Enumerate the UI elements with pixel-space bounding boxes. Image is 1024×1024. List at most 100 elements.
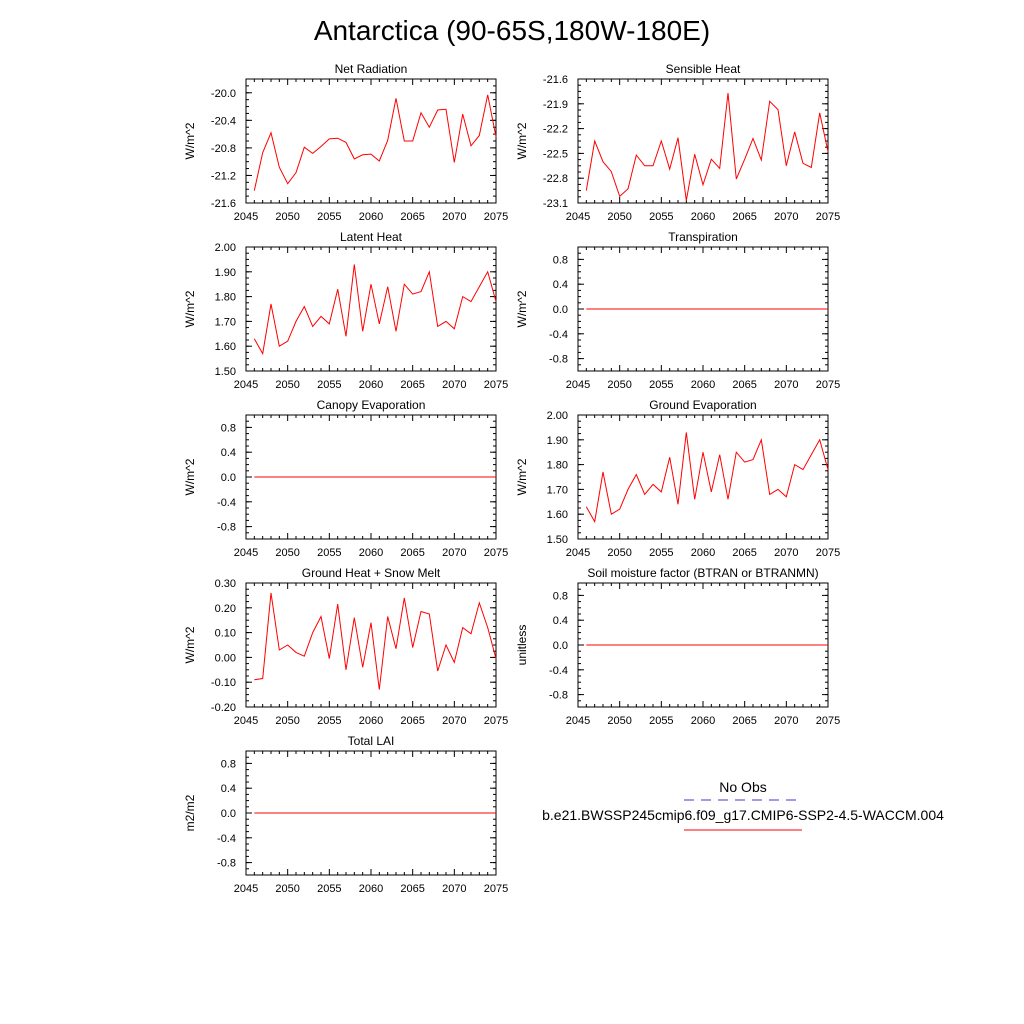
x-tick-label: 2065 — [400, 379, 424, 391]
x-tick-label: 2060 — [359, 379, 383, 391]
y-tick-label: 2.00 — [215, 242, 236, 254]
x-tick-label: 2050 — [607, 715, 631, 727]
y-tick-label: 0.0 — [221, 808, 236, 820]
panel-title: Transpiration — [668, 230, 738, 244]
y-tick-label: -0.8 — [549, 690, 568, 702]
panel-1: Sensible Heat W/m^2 2045 2050 2055 2060 2065 20… — [515, 62, 840, 223]
x-tick-label: 2075 — [484, 715, 508, 727]
panel-6: Ground Heat + Snow Melt W/m^2 2045 2050 2055… — [183, 566, 508, 727]
x-tick-label: 2060 — [691, 547, 715, 559]
panel-4: Canopy Evaporation W/m^2 2045 2050 2055 2060 2… — [183, 398, 508, 559]
plot-frame — [577, 414, 829, 540]
y-axis-label: W/m^2 — [183, 122, 197, 159]
y-tick-label: -23.1 — [543, 198, 568, 210]
x-tick-label: 2065 — [400, 715, 424, 727]
y-tick-label: 0.8 — [221, 422, 236, 434]
panels: Net Radiation W/m^2 2045 2050 2055 2060 2065 20… — [183, 62, 840, 895]
x-tick-label: 2075 — [484, 379, 508, 391]
x-tick-label: 2055 — [317, 547, 341, 559]
panel-3: Transpiration W/m^2 2045 2050 2055 2060 2065 20… — [515, 230, 840, 391]
y-tick-label: 1.90 — [547, 435, 568, 447]
panel-0: Net Radiation W/m^2 2045 2050 2055 2060 2065 20… — [183, 62, 508, 223]
y-tick-label: 0.8 — [553, 590, 568, 602]
y-tick-label: -22.8 — [543, 173, 568, 185]
y-tick-label: -0.10 — [211, 677, 236, 689]
legend: No Obs b.e21.BWSSP245cmip6.f09_g17.CMIP6… — [542, 779, 944, 831]
x-tick-label: 2050 — [607, 379, 631, 391]
x-tick-label: 2055 — [317, 379, 341, 391]
y-tick-label: -21.6 — [543, 74, 568, 86]
x-tick-label: 2050 — [275, 379, 299, 391]
panel-title: Sensible Heat — [666, 62, 741, 76]
y-tick-label: -0.8 — [217, 858, 236, 870]
y-tick-label: 1.90 — [215, 267, 236, 279]
panel-title: Ground Heat + Snow Melt — [302, 566, 441, 580]
legend-label-model-run: b.e21.BWSSP245cmip6.f09_g17.CMIP6-SSP2-4… — [542, 807, 944, 823]
legend-label-no-obs: No Obs — [719, 779, 766, 795]
y-tick-label: 0.10 — [215, 628, 236, 640]
panel-5: Ground Evaporation W/m^2 2045 2050 2055 2060 2… — [515, 398, 840, 559]
x-tick-label: 2055 — [649, 211, 673, 223]
panel-2: Latent Heat W/m^2 2045 2050 2055 2060 2065 2070… — [183, 230, 508, 391]
x-tick-label: 2075 — [484, 211, 508, 223]
y-tick-label: 0.0 — [221, 472, 236, 484]
x-tick-label: 2065 — [732, 715, 756, 727]
y-axis-label: W/m^2 — [515, 290, 529, 327]
x-tick-label: 2060 — [359, 211, 383, 223]
y-tick-label: -0.20 — [211, 702, 236, 714]
x-tick-label: 2065 — [732, 211, 756, 223]
y-tick-label: 0.4 — [553, 615, 568, 627]
y-tick-label: -0.8 — [549, 354, 568, 366]
y-tick-label: 1.60 — [547, 509, 568, 521]
x-tick-label: 2045 — [566, 715, 590, 727]
x-tick-label: 2070 — [774, 379, 798, 391]
y-tick-label: 1.70 — [215, 316, 236, 328]
figure-title: Antarctica (90-65S,180W-180E) — [314, 15, 710, 46]
y-tick-label: 0.4 — [221, 783, 236, 795]
y-tick-label: 1.60 — [215, 341, 236, 353]
x-tick-label: 2060 — [691, 715, 715, 727]
x-tick-label: 2045 — [566, 211, 590, 223]
y-tick-label: -21.6 — [211, 198, 236, 210]
series-line — [253, 264, 497, 356]
x-tick-label: 2045 — [234, 883, 258, 895]
y-tick-label: -0.4 — [549, 665, 568, 677]
x-tick-label: 2055 — [317, 211, 341, 223]
x-tick-label: 2045 — [234, 715, 258, 727]
x-tick-label: 2045 — [234, 379, 258, 391]
x-tick-label: 2045 — [234, 547, 258, 559]
y-tick-label: 0.4 — [221, 447, 236, 459]
y-tick-label: -22.5 — [543, 148, 568, 160]
x-tick-label: 2070 — [774, 211, 798, 223]
x-tick-label: 2050 — [275, 211, 299, 223]
y-tick-label: 0.8 — [221, 758, 236, 770]
panel-title: Total LAI — [348, 734, 395, 748]
y-tick-label: 0.0 — [553, 304, 568, 316]
x-tick-label: 2065 — [400, 547, 424, 559]
x-tick-label: 2050 — [275, 715, 299, 727]
x-tick-label: 2050 — [607, 547, 631, 559]
plot-frame — [245, 246, 497, 372]
panel-title: Ground Evaporation — [649, 398, 756, 412]
x-tick-label: 2060 — [359, 715, 383, 727]
x-tick-label: 2065 — [732, 547, 756, 559]
x-tick-label: 2045 — [234, 211, 258, 223]
y-tick-label: -0.4 — [217, 497, 236, 509]
series-line — [585, 432, 829, 524]
series-line — [585, 93, 829, 201]
x-tick-label: 2055 — [317, 883, 341, 895]
y-tick-label: 2.00 — [547, 410, 568, 422]
y-tick-label: 0.8 — [553, 254, 568, 266]
series-line — [254, 592, 497, 690]
panel-title: Latent Heat — [340, 230, 403, 244]
y-axis-label: W/m^2 — [515, 122, 529, 159]
x-tick-label: 2070 — [442, 379, 466, 391]
x-tick-label: 2055 — [317, 715, 341, 727]
x-tick-label: 2070 — [442, 883, 466, 895]
x-tick-label: 2075 — [816, 715, 840, 727]
y-tick-label: 0.4 — [553, 279, 568, 291]
y-tick-label: -0.4 — [217, 833, 236, 845]
y-tick-label: 1.50 — [215, 366, 236, 378]
panel-title: Net Radiation — [335, 62, 408, 76]
